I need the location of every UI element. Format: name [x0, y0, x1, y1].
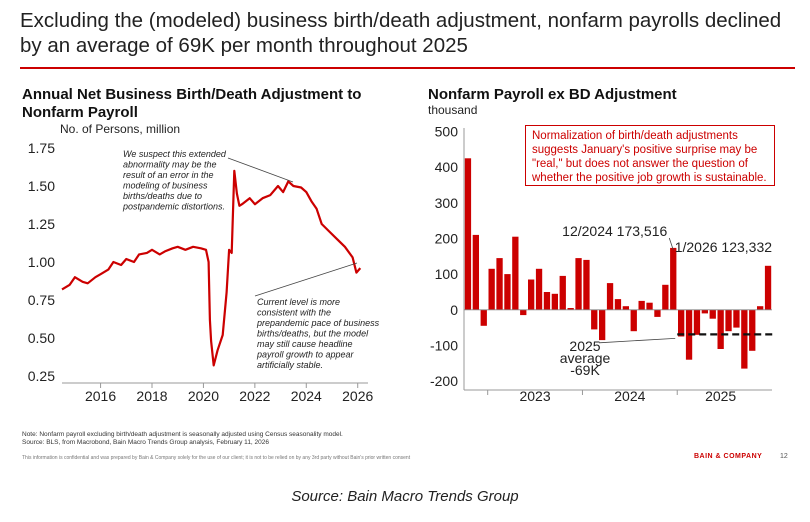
left-y-tick-label: 1.00 — [28, 254, 55, 270]
payroll-bar — [591, 309, 598, 330]
payroll-bar — [717, 309, 724, 349]
title-divider — [20, 67, 795, 69]
left-x-tick-label: 2018 — [136, 388, 167, 404]
left-y-tick-label: 0.25 — [28, 368, 55, 384]
payroll-bar — [646, 302, 653, 310]
right-y-tick-label: -200 — [430, 373, 458, 389]
payroll-bar — [512, 236, 519, 310]
payroll-bar — [662, 284, 669, 310]
left-y-tick-label: 0.75 — [28, 292, 55, 308]
payroll-bar — [701, 309, 708, 314]
payroll-bar — [520, 309, 527, 316]
payroll-bar — [528, 279, 535, 310]
payroll-bar — [749, 309, 756, 351]
confidentiality-notice: This information is confidential and was… — [22, 455, 411, 461]
payroll-bar — [567, 308, 574, 310]
payroll-bar — [725, 309, 732, 332]
payroll-bar — [543, 292, 551, 310]
payroll-bar — [535, 268, 543, 310]
payroll-bar — [741, 309, 748, 369]
dec-2024-label-leader — [668, 237, 674, 251]
left-x-tick-label: 2026 — [342, 388, 373, 404]
payroll-bar — [559, 275, 566, 310]
right-y-unit-label: thousand — [428, 103, 478, 117]
annotation-leader-line — [254, 262, 358, 297]
left-y-tick-label: 1.25 — [28, 216, 55, 232]
payroll-bar — [709, 309, 716, 319]
payroll-bar — [622, 306, 629, 310]
right-chart-title: Nonfarm Payroll ex BD Adjustment — [428, 86, 677, 103]
payroll-bar — [496, 258, 503, 310]
payroll-bar — [757, 306, 764, 310]
payroll-bar — [472, 234, 479, 310]
left-y-unit-label: No. of Persons, million — [60, 122, 181, 136]
average-2025-label: 2025 — [569, 338, 600, 354]
payroll-bar — [764, 265, 772, 310]
left-y-tick-label: 1.50 — [28, 178, 55, 194]
payroll-bar — [480, 309, 487, 326]
average-2025-label: average — [560, 350, 611, 366]
payroll-bar — [599, 309, 606, 341]
payroll-bar — [583, 259, 590, 310]
right-x-tick-label: 2025 — [705, 388, 736, 404]
payroll-bar — [654, 309, 661, 317]
right-x-tick-label: 2024 — [614, 388, 645, 404]
left-x-tick-label: 2016 — [85, 388, 116, 404]
right-y-tick-label: 400 — [435, 159, 459, 175]
chart-source-note: Source: BLS, from Macrobond, Bain Macro … — [22, 439, 269, 446]
payroll-bar — [693, 309, 701, 335]
page-title: Excluding the (modeled) business birth/d… — [20, 9, 782, 57]
average-2025-label: -69K — [570, 362, 600, 378]
payroll-bar — [733, 309, 740, 328]
payroll-bar — [464, 158, 472, 310]
payroll-bar — [638, 300, 645, 310]
dec-2024-value-label: 12/2024 173,516 — [562, 223, 667, 239]
left-x-tick-label: 2022 — [239, 388, 270, 404]
payroll-bar — [504, 274, 511, 310]
payroll-bar — [606, 283, 614, 310]
left-y-tick-label: 0.50 — [28, 330, 55, 346]
right-x-tick-label: 2023 — [519, 388, 550, 404]
payroll-bar — [575, 258, 582, 310]
jan-2026-value-label: 1/2026 123,332 — [675, 239, 773, 255]
left-x-tick-label: 2024 — [291, 388, 322, 404]
left-chart-title: Annual Net Business Birth/Death Adjustme… — [22, 86, 362, 121]
right-y-tick-label: -100 — [430, 337, 458, 353]
average-label-leader — [598, 337, 676, 344]
left-annotation-current-level: Current level is more consistent with the… — [256, 297, 380, 370]
annotation-leader-line — [227, 157, 294, 183]
right-y-tick-label: 300 — [435, 195, 459, 211]
payroll-bar — [551, 293, 558, 310]
page-number: 12 — [780, 453, 788, 460]
payroll-bar — [488, 268, 495, 310]
right-y-tick-label: 0 — [450, 302, 458, 318]
left-series-line — [61, 169, 362, 367]
left-x-tick-label: 2020 — [188, 388, 219, 404]
payroll-bar — [630, 309, 637, 332]
right-y-tick-label: 100 — [435, 266, 459, 282]
callout-box: Normalization of birth/death adjustments… — [525, 125, 775, 186]
source-caption: Source: Bain Macro Trends Group — [291, 488, 519, 505]
right-y-tick-label: 200 — [435, 231, 459, 247]
brand-logo: BAIN & COMPANY — [694, 453, 763, 460]
left-annotation-abnormality: We suspect this extended abnormality may … — [122, 149, 227, 212]
chart-note: Note: Nonfarm payroll excluding birth/de… — [22, 431, 343, 438]
left-y-tick-label: 1.75 — [28, 140, 55, 156]
payroll-bar — [670, 247, 677, 310]
right-y-tick-label: 500 — [435, 124, 459, 140]
payroll-bar — [614, 299, 622, 310]
payroll-bar — [678, 309, 685, 337]
